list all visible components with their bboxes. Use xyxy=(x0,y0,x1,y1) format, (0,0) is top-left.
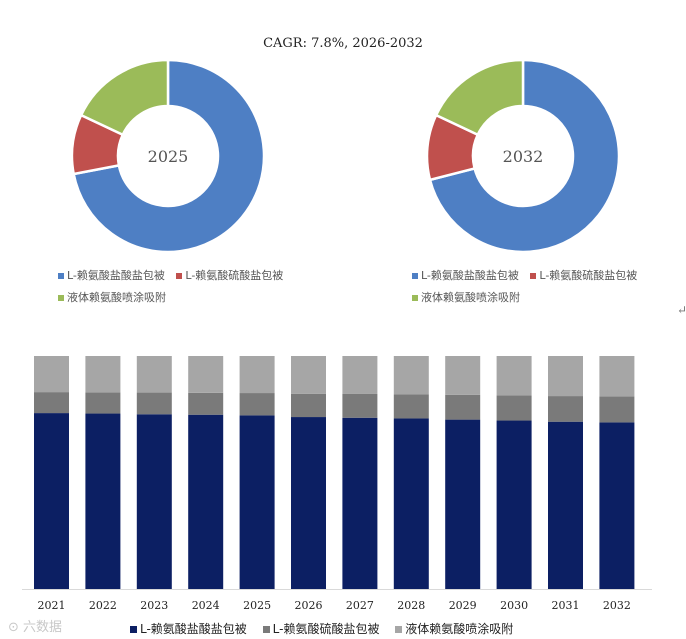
x-tick-label: 2028 xyxy=(397,599,425,612)
legend-swatch xyxy=(130,626,137,633)
bar-segment xyxy=(393,356,429,395)
legend-swatch xyxy=(412,295,418,301)
donut-slice xyxy=(434,58,525,137)
bar-segment xyxy=(136,414,172,589)
donut-slice xyxy=(79,58,170,137)
legend-swatch xyxy=(412,273,418,279)
bar-segment xyxy=(342,417,378,589)
bar-segment xyxy=(239,415,275,589)
bar-segment xyxy=(548,396,583,422)
x-tick-label: 2026 xyxy=(295,599,323,612)
bar-segment xyxy=(393,418,429,589)
bar-segment xyxy=(291,356,326,394)
bar-segment xyxy=(136,392,172,415)
bar-segment xyxy=(188,414,224,589)
donut-slice xyxy=(72,58,266,254)
bar-segment xyxy=(239,356,275,394)
legend-label: 液体赖氨酸喷涂吸附 xyxy=(405,622,514,636)
legend-label: 液体赖氨酸喷涂吸附 xyxy=(421,291,520,304)
legend-swatch xyxy=(58,273,64,279)
bar-segment xyxy=(393,394,429,419)
x-tick-label: 2030 xyxy=(500,599,528,612)
bar-segment xyxy=(188,356,224,393)
bar-segment xyxy=(34,413,69,589)
bar-segment xyxy=(445,356,481,395)
legend-label: L-赖氨酸盐酸盐包被 xyxy=(67,269,165,282)
bar-legend: L-赖氨酸盐酸盐包被 L-赖氨酸硫酸盐包被 液体赖氨酸喷涂吸附 xyxy=(130,620,525,637)
x-tick-label: 2022 xyxy=(89,599,117,612)
x-tick-label: 2023 xyxy=(140,599,168,612)
legend-label: L-赖氨酸硫酸盐包被 xyxy=(185,269,284,282)
return-arrow-icon: ↵ xyxy=(677,303,686,317)
x-tick-label: 2029 xyxy=(449,599,477,612)
bar-segment xyxy=(85,413,121,589)
legend-item: L-赖氨酸盐酸盐包被 xyxy=(412,265,519,287)
legend-swatch xyxy=(58,295,64,301)
legend-item: 液体赖氨酸喷涂吸附 xyxy=(412,287,520,309)
bar-segment xyxy=(599,422,635,589)
x-tick-label: 2025 xyxy=(243,599,271,612)
bar-segment xyxy=(85,392,121,414)
watermark-text: 六数据 xyxy=(23,620,63,635)
bar-segment xyxy=(136,356,172,393)
donut-slice xyxy=(428,58,621,254)
legend-label: 液体赖氨酸喷涂吸附 xyxy=(67,291,166,304)
bar-segment xyxy=(342,356,378,394)
legend-swatch xyxy=(530,273,537,279)
bar-segment xyxy=(291,417,326,589)
bar-segment xyxy=(496,395,532,421)
bar-segment xyxy=(599,396,635,423)
legend-item: L-赖氨酸硫酸盐包被 xyxy=(176,265,283,287)
bar-segment xyxy=(342,393,378,418)
legend-swatch xyxy=(176,273,183,279)
legend-item: L-赖氨酸盐酸盐包被 xyxy=(58,265,165,287)
legend-swatch xyxy=(395,626,403,633)
bar-segment xyxy=(34,392,69,414)
bar-segment xyxy=(445,394,481,420)
x-tick-label: 2032 xyxy=(603,599,631,612)
bar-segment xyxy=(599,356,635,397)
bar-segment xyxy=(188,392,224,415)
bar-segment xyxy=(85,356,121,393)
x-tick-label: 2031 xyxy=(552,599,580,612)
legend-item: L-赖氨酸硫酸盐包被 xyxy=(262,620,380,637)
donut-center-label: 2025 xyxy=(148,147,189,166)
legend-item: L-赖氨酸盐酸盐包被 xyxy=(130,620,247,637)
x-tick-label: 2021 xyxy=(38,599,66,612)
legend-swatch xyxy=(262,626,270,633)
donut-legend-2025: L-赖氨酸盐酸盐包被 L-赖氨酸硫酸盐包被 液体赖氨酸喷涂吸附 xyxy=(58,265,291,309)
bar-segment xyxy=(34,356,69,393)
legend-item: L-赖氨酸硫酸盐包被 xyxy=(530,265,637,287)
legend-label: L-赖氨酸盐酸盐包被 xyxy=(421,269,519,282)
bar-segment xyxy=(496,420,532,589)
bar-segment xyxy=(239,393,275,416)
bar-segment xyxy=(496,356,532,396)
bar-segment xyxy=(548,356,583,397)
bar-segment xyxy=(445,419,481,589)
donut-charts: 2025 2032 xyxy=(70,58,621,254)
x-tick-label: 2027 xyxy=(346,599,374,612)
legend-item: 液体赖氨酸喷涂吸附 xyxy=(58,287,166,309)
bar-segment xyxy=(548,421,583,589)
chart-title: CAGR: 7.8%, 2026-2032 xyxy=(263,36,423,51)
bar-segment xyxy=(291,393,326,418)
donut-center-label: 2032 xyxy=(503,147,544,166)
legend-label: L-赖氨酸硫酸盐包被 xyxy=(539,269,638,282)
watermark-logo: ⊙ 六数据 xyxy=(8,620,63,635)
legend-item: 液体赖氨酸喷涂吸附 xyxy=(395,620,513,637)
donut-legend-2032: L-赖氨酸盐酸盐包被 L-赖氨酸硫酸盐包被 液体赖氨酸喷涂吸附 xyxy=(412,265,645,309)
legend-label: L-赖氨酸硫酸盐包被 xyxy=(272,622,380,636)
x-tick-label: 2024 xyxy=(192,599,220,612)
legend-label: L-赖氨酸盐酸盐包被 xyxy=(140,622,247,636)
